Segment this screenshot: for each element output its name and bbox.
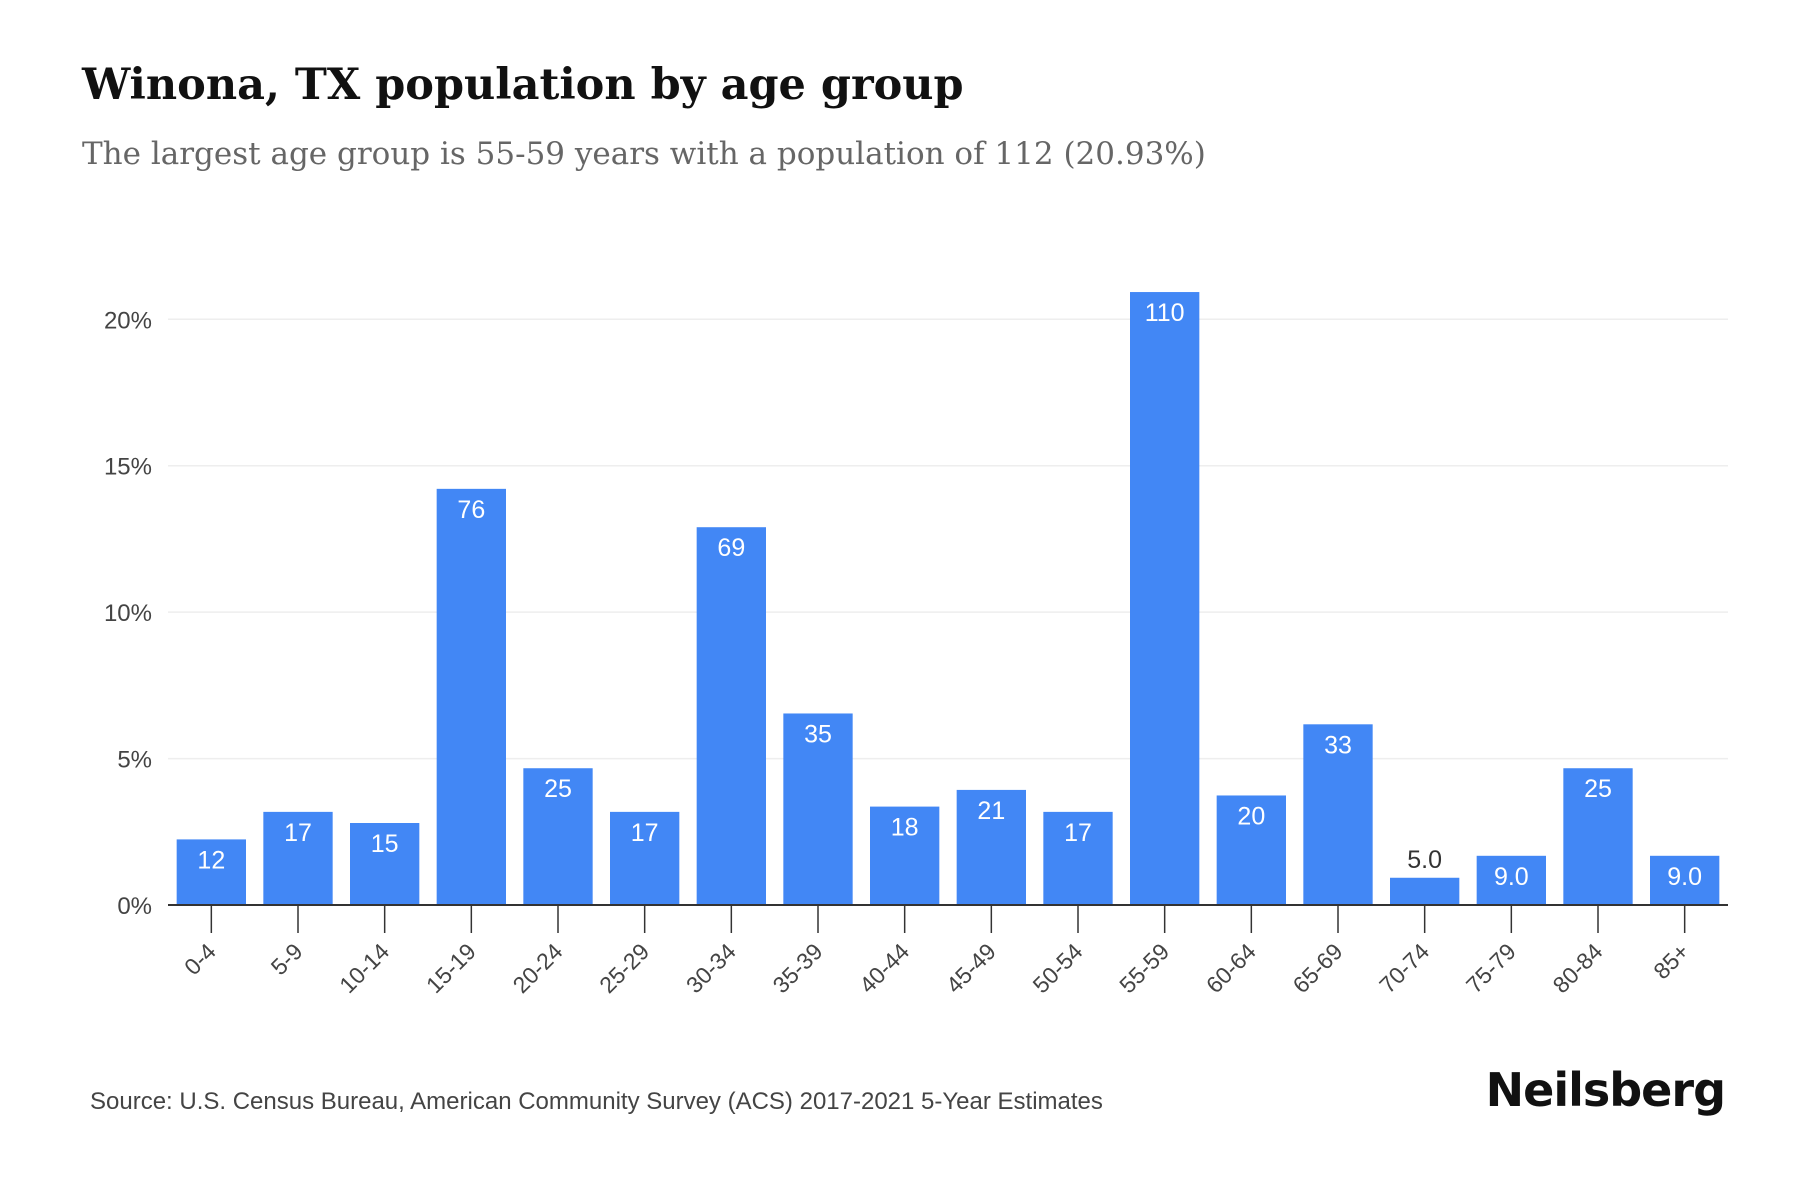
data-label: 9.0 — [1667, 863, 1702, 891]
data-label: 9.0 — [1494, 863, 1529, 891]
bar-20-24 — [523, 768, 593, 905]
x-tick-label: 75-79 — [1461, 938, 1521, 998]
data-label: 25 — [544, 775, 572, 803]
data-label: 17 — [1064, 819, 1092, 847]
x-tick-label: 20-24 — [508, 938, 568, 998]
x-tick-label: 60-64 — [1201, 938, 1261, 998]
bar-25-29 — [610, 811, 680, 905]
x-tick-label: 80-84 — [1548, 938, 1608, 998]
bar-15-19 — [436, 488, 506, 905]
bar-5-9 — [263, 811, 333, 905]
data-label: 20 — [1237, 802, 1265, 830]
x-tick-label: 50-54 — [1028, 938, 1088, 998]
bar-75-79 — [1476, 855, 1546, 905]
data-label: 33 — [1324, 731, 1352, 759]
bar-50-54 — [1043, 811, 1113, 905]
x-tick-label: 65-69 — [1288, 938, 1348, 998]
x-tick-label: 55-59 — [1114, 938, 1174, 998]
data-label: 17 — [631, 819, 659, 847]
data-label: 35 — [804, 720, 832, 748]
x-tick-label: 30-34 — [681, 938, 741, 998]
bar-30-34 — [696, 527, 766, 905]
data-label: 76 — [457, 496, 485, 524]
bar-35-39 — [783, 713, 853, 905]
data-label: 5.0 — [1407, 846, 1442, 874]
data-label: 110 — [1145, 299, 1185, 327]
data-label: 15 — [371, 830, 399, 858]
y-tick-label: 15% — [104, 454, 152, 481]
bar-chart: 0% 5% 10% 15% 20% 12 17 15 76 25 17 69 35 18 21 17 110 2… — [104, 292, 1728, 998]
data-label: 18 — [891, 814, 919, 842]
x-tick-label: 45-49 — [941, 938, 1001, 998]
x-tick-label: 85+ — [1648, 938, 1694, 984]
bar-0-4 — [176, 839, 246, 905]
data-label: 21 — [977, 797, 1005, 825]
bar-45-49 — [956, 789, 1026, 905]
y-tick-label: 5% — [117, 747, 152, 774]
x-axis: 0-4 5-9 10-14 15-19 20-24 25-29 30-34 35-39 40-4… — [168, 904, 1728, 998]
source-note: Source: U.S. Census Bureau, American Com… — [90, 1088, 1103, 1115]
x-tick-label: 35-39 — [768, 938, 828, 998]
y-tick-label: 0% — [117, 893, 152, 920]
bar-85+ — [1650, 855, 1720, 905]
x-tick-label: 70-74 — [1374, 938, 1434, 998]
data-label: 69 — [717, 534, 745, 562]
x-tick-label: 10-14 — [334, 938, 394, 998]
bar-70-74 — [1390, 877, 1460, 905]
brand-logo: Neilsberg — [1485, 1063, 1726, 1117]
x-tick-label: 40-44 — [854, 938, 914, 998]
y-axis-ticks: 0% 5% 10% 15% 20% — [104, 307, 152, 920]
x-tick-label: 0-4 — [179, 938, 221, 980]
chart-subtitle: The largest age group is 55-59 years wit… — [82, 136, 1206, 172]
bar-40-44 — [870, 806, 940, 905]
data-label: 17 — [284, 819, 312, 847]
x-tick-label: 25-29 — [594, 938, 654, 998]
data-label: 25 — [1584, 775, 1612, 803]
bar-10-14 — [350, 823, 420, 905]
chart-title: Winona, TX population by age group — [82, 60, 964, 110]
bar-60-64 — [1216, 795, 1286, 905]
bar-65-69 — [1303, 724, 1373, 905]
bars: 12 17 15 76 25 17 69 35 18 21 17 110 20 33 5.0 9.0 25 9.0 — [176, 292, 1720, 905]
x-tick-label: 15-19 — [421, 938, 481, 998]
y-tick-label: 20% — [104, 307, 152, 334]
x-tick-label: 5-9 — [266, 938, 308, 980]
y-tick-label: 10% — [104, 600, 152, 627]
data-label: 12 — [197, 846, 225, 874]
grid-lines — [168, 318, 1728, 760]
bar-80-84 — [1563, 768, 1633, 905]
bar-55-59 — [1130, 292, 1200, 905]
